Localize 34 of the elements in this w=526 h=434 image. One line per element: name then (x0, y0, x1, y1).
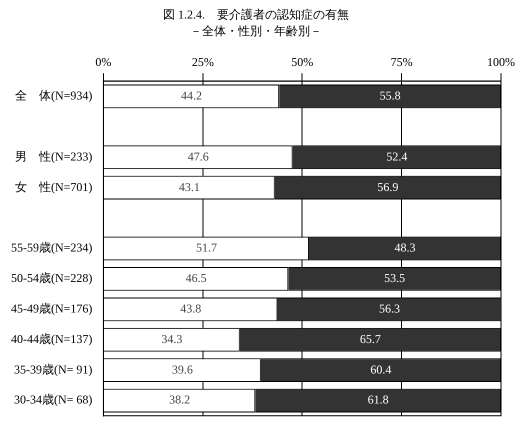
data-label: 48.3 (394, 240, 416, 255)
y-tick-label: 全 体(N=934) (14, 88, 92, 103)
x-tick-label: 0% (95, 55, 112, 70)
data-label: 44.2 (181, 88, 202, 103)
data-label: 34.3 (161, 332, 182, 346)
data-label: 51.7 (196, 240, 217, 255)
data-label: 38.2 (169, 392, 190, 407)
y-tick-label: 55-59歳(N=234) (11, 240, 92, 255)
data-label: 52.4 (386, 149, 408, 164)
x-tick-label: 100% (487, 55, 515, 70)
x-tick-label: 25% (192, 55, 214, 70)
data-label: 55.8 (380, 88, 401, 103)
y-tick-label: 女 性(N=701) (14, 180, 92, 194)
data-label: 60.4 (370, 362, 392, 376)
data-label: 56.3 (378, 301, 400, 316)
y-tick-label: 50-54歳(N=228) (11, 271, 92, 286)
y-tick-label: 男 性(N=233) (14, 149, 92, 164)
data-label: 43.8 (180, 301, 202, 316)
data-label: 46.5 (186, 271, 207, 286)
y-tick-label: 30-34歳(N= 68) (14, 392, 92, 407)
x-tick-label: 75% (390, 55, 413, 70)
data-label: 53.5 (384, 271, 406, 286)
data-label: 43.1 (178, 180, 200, 194)
chart-subtitle: －全体・性別・年齢別－ (190, 24, 322, 38)
chart-title: 図 1.2.4. 要介護者の認知症の有無 (163, 7, 349, 22)
y-tick-label: 35-39歳(N= 91) (14, 362, 92, 376)
data-label: 47.6 (188, 149, 209, 164)
data-label: 61.8 (368, 392, 389, 407)
data-label: 65.7 (360, 332, 381, 346)
y-tick-label: 40-44歳(N=137) (11, 332, 92, 346)
y-tick-label: 45-49歳(N=176) (11, 301, 92, 316)
data-label: 56.9 (377, 180, 398, 194)
data-label: 39.6 (172, 362, 193, 376)
x-tick-label: 50% (291, 55, 314, 70)
